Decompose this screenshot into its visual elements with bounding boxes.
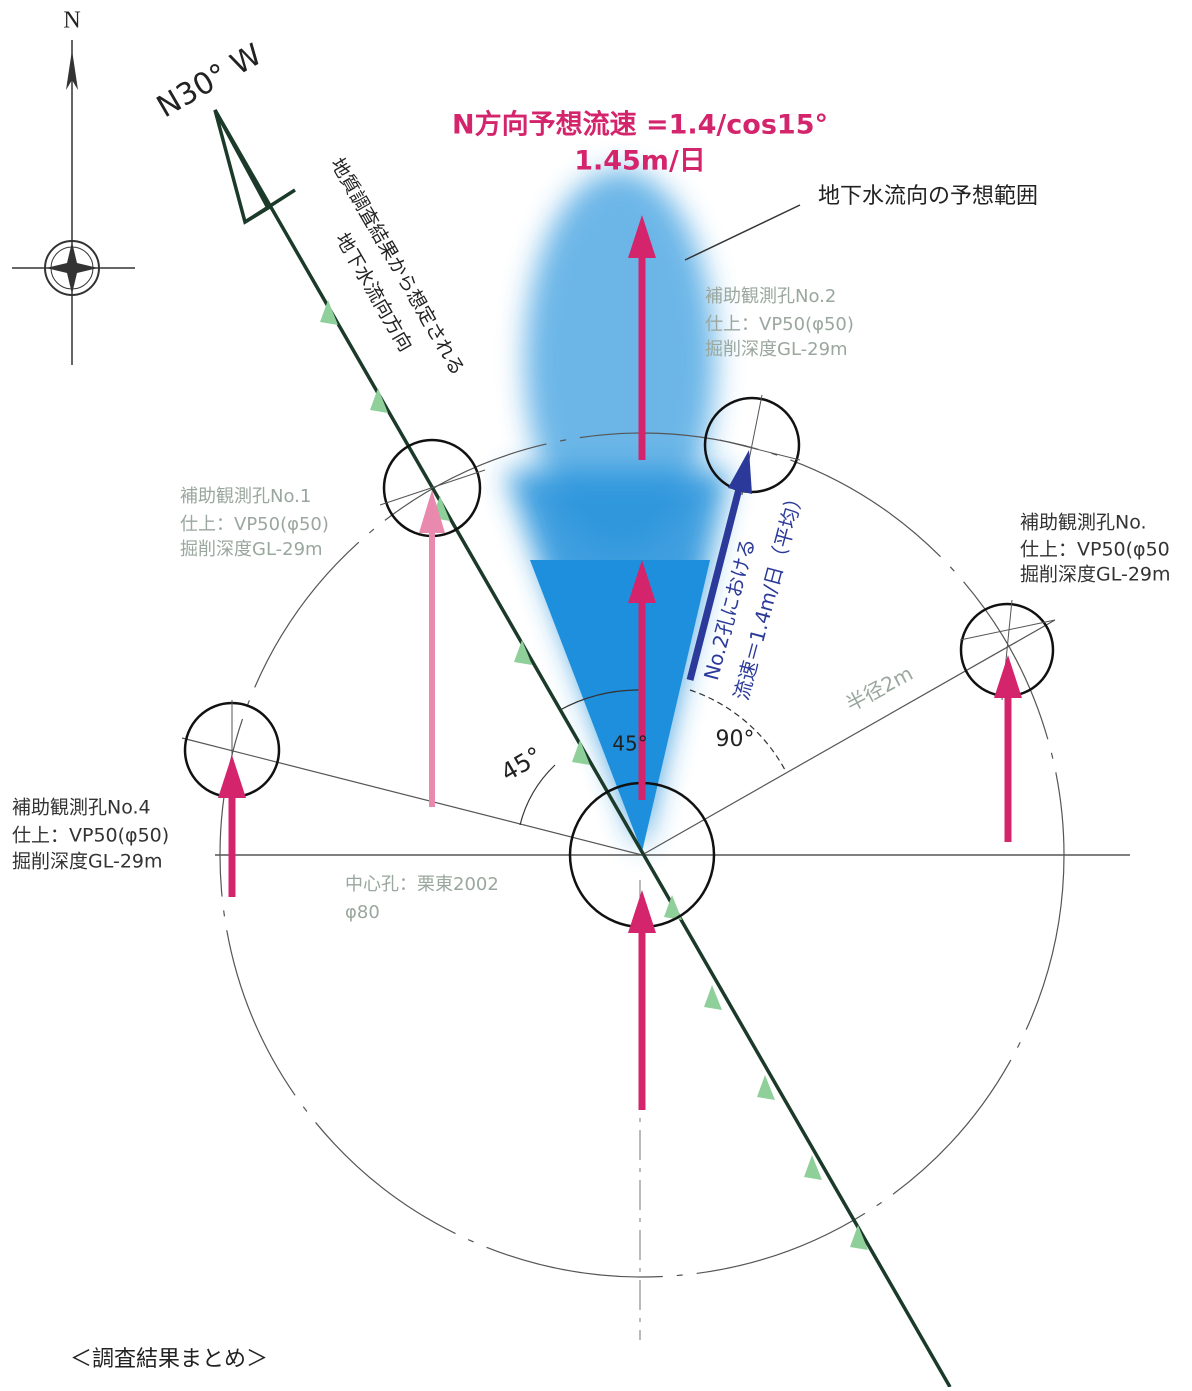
hole-label: 補助観測孔No.	[1020, 512, 1147, 534]
compass	[12, 40, 135, 365]
hole-label: 仕上：VP50(φ50)	[180, 514, 329, 535]
direction-tick	[244, 188, 296, 224]
hole-label: 仕上：VP50(φ50)	[12, 825, 169, 847]
angle-arc	[519, 764, 556, 826]
hole-label: 掘削深度GL-29m	[12, 851, 163, 873]
hole-label: 補助観測孔No.2	[705, 286, 836, 307]
direction-label: N30° W	[151, 37, 268, 125]
caption: ＜調査結果まとめ＞	[70, 1347, 268, 1372]
angle-label: 45°	[496, 741, 547, 787]
angle-arc	[689, 689, 786, 771]
range-label: 地下水流向の予想範囲	[818, 184, 1038, 209]
flow-markers	[320, 300, 868, 1250]
hole-label: 掘削深度GL-29m	[705, 339, 848, 360]
hole-label: 補助観測孔No.1	[180, 486, 311, 507]
radius-label: 半径2m	[842, 661, 917, 716]
hole-label: 仕上：VP50(φ50)	[705, 314, 854, 335]
radial-line	[641, 619, 1056, 856]
hole-label: φ80	[345, 902, 380, 923]
radial-line	[181, 737, 643, 856]
title: N方向予想流速 =1.4/cos15°	[452, 109, 828, 141]
hole-label: 掘削深度GL-29m	[1020, 564, 1171, 586]
direction-arrowhead	[213, 109, 271, 225]
hole-label: 補助観測孔No.4	[12, 797, 151, 819]
title: 1.45m/日	[574, 146, 706, 177]
hole-label: 掘削深度GL-29m	[180, 539, 323, 560]
flow-range-cone	[530, 560, 710, 852]
north-label: N	[63, 8, 80, 34]
hole-label: 中心孔：栗東2002	[345, 874, 499, 895]
leader-line	[684, 204, 801, 261]
angle-label: 90°	[716, 727, 755, 752]
angle-arc	[559, 689, 641, 711]
flow-arrows	[218, 215, 1022, 1110]
angle-label: 45°	[612, 732, 647, 756]
hole-label: 仕上：VP50(φ50	[1020, 539, 1170, 561]
flow-range-cloud	[525, 170, 715, 550]
